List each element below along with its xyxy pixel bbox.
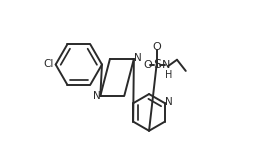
Text: O: O xyxy=(143,60,152,70)
Text: N: N xyxy=(133,53,141,63)
Text: N: N xyxy=(93,91,101,101)
Text: S: S xyxy=(152,58,160,71)
Text: H: H xyxy=(164,70,171,80)
Text: N: N xyxy=(161,60,170,70)
Text: Cl: Cl xyxy=(44,59,54,69)
Text: N: N xyxy=(164,97,172,107)
Text: O: O xyxy=(152,42,161,52)
